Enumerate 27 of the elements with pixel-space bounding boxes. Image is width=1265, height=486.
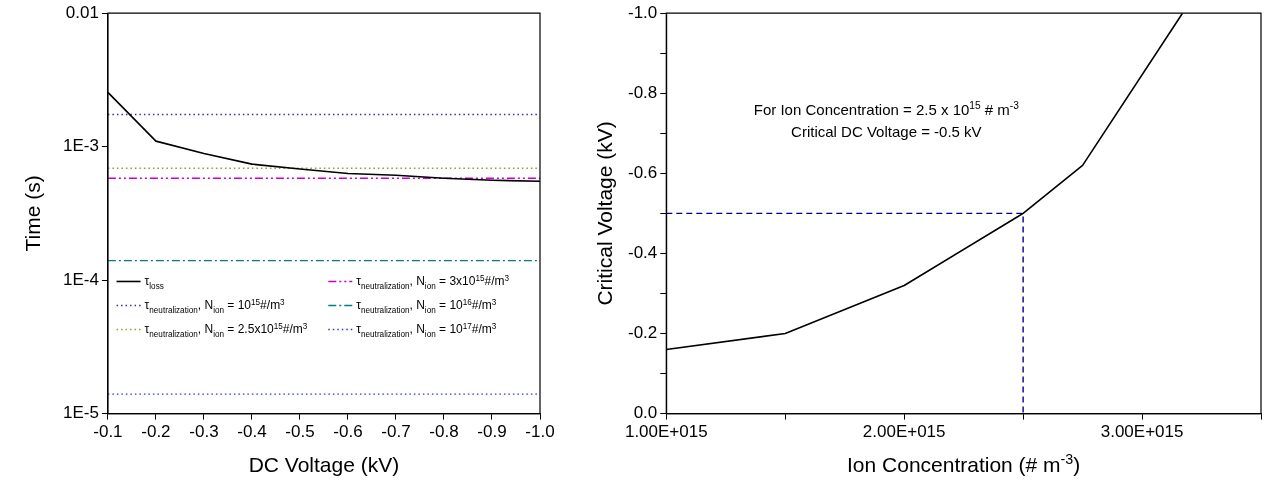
y-tick-label: 1E-3 (62, 136, 99, 156)
y-tick-label: -1.0 (628, 2, 658, 22)
x-axis-title: DC Voltage (kV) (248, 453, 400, 476)
x-tick-label: -0.1 (93, 422, 123, 442)
x-tick-label: 2.00E+015 (862, 422, 946, 442)
x-tick-label: 3.00E+015 (1100, 422, 1184, 442)
annotation: Critical DC Voltage = -0.5 kV (791, 123, 982, 141)
x-tick-label: -0.7 (381, 422, 411, 442)
y-tick-label: 0.01 (65, 2, 99, 22)
y-tick-label: -0.8 (628, 82, 658, 102)
y-axis-title: Critical Voltage (kV) (593, 121, 616, 306)
y-tick-label: -0.4 (628, 243, 658, 263)
x-tick-label: -0.8 (429, 422, 459, 442)
y-tick-label: 0.0 (633, 403, 658, 423)
x-tick-label: -0.3 (189, 422, 219, 442)
x-tick-label: 1.00E+015 (624, 422, 708, 442)
y-tick-label: -0.6 (628, 163, 658, 183)
x-tick-label: -0.5 (285, 422, 315, 442)
x-tick-label: -0.9 (477, 422, 507, 442)
x-tick-label: -0.4 (237, 422, 267, 442)
y-tick-label: 1E-4 (62, 269, 99, 289)
x-tick-label: -1.0 (525, 422, 555, 442)
y-tick-label: 1E-5 (62, 403, 99, 423)
x-tick-label: -0.6 (333, 422, 363, 442)
x-tick-label: -0.2 (141, 422, 171, 442)
y-tick-label: -0.2 (628, 323, 658, 343)
y-axis-title: Time (s) (21, 175, 44, 252)
